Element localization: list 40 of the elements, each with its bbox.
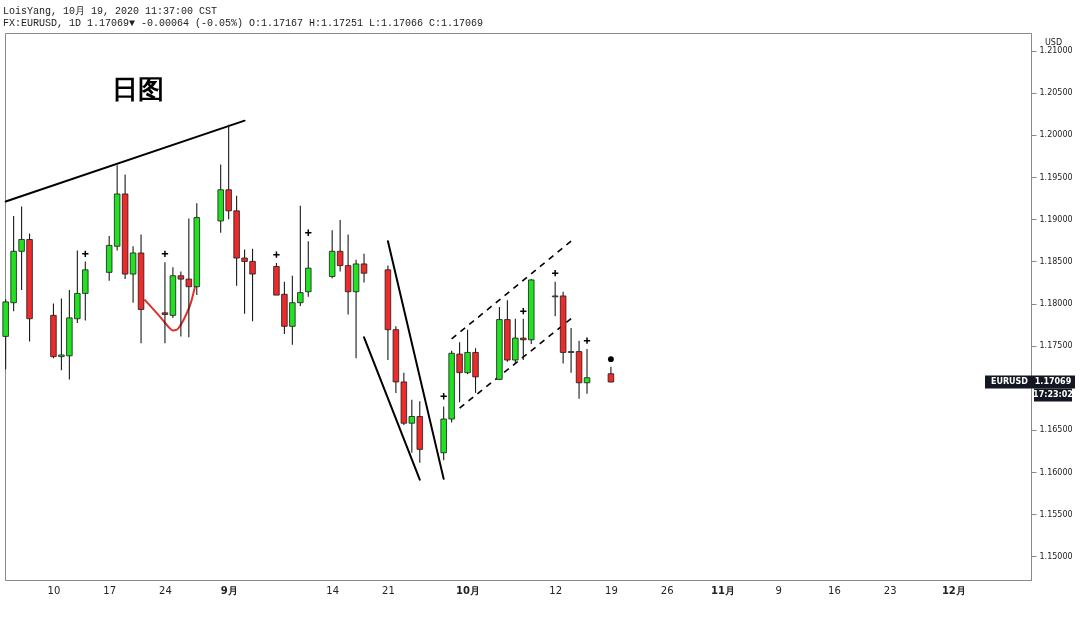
y-tick-label: 1.19000: [1039, 214, 1073, 224]
x-tick-label: 26: [660, 584, 674, 596]
y-tick-label: 1.16000: [1039, 467, 1073, 477]
point: [161, 249, 169, 258]
y-tick-label: 1.15500: [1039, 509, 1073, 519]
x-tick-label: 14: [326, 584, 340, 596]
point: [583, 336, 591, 345]
x-tick-label: 16: [828, 584, 841, 596]
point: [608, 356, 614, 363]
y-tick-label: 1.19500: [1039, 172, 1073, 182]
x-tick-label: 11月: [710, 584, 735, 596]
x-tick-label: 19: [605, 584, 618, 596]
x-tick-label: 21: [382, 584, 395, 596]
y-tick-label: 1.18000: [1039, 299, 1073, 309]
text: LoisYang, 10月 19, 2020 11:37:00 CST: [3, 6, 218, 17]
x-tick-label: 12: [549, 584, 563, 596]
line-series: [144, 284, 197, 332]
y-tick-label: 1.20500: [1039, 88, 1073, 98]
y-tick-label: 1.18500: [1039, 256, 1073, 266]
text: 1.17069: [1034, 377, 1072, 387]
candlestick: [305, 240, 312, 298]
y-tick-label: 1.17500: [1039, 341, 1073, 351]
y-tick-label: 1.15000: [1039, 551, 1073, 561]
text: 17:23:02: [1033, 390, 1073, 400]
x-tick-label: 9月: [220, 584, 238, 596]
x-tick-label: 10月: [456, 584, 481, 596]
y-axis-title: USD: [1044, 37, 1063, 47]
x-tick-label: 24: [159, 584, 172, 596]
x-tick-label: 10: [47, 584, 61, 596]
point: [551, 269, 560, 278]
x-tick-label: 9: [775, 584, 782, 596]
y-tick-label: 1.21000: [1039, 46, 1073, 56]
x-tick-label: 12月: [941, 584, 966, 596]
text: FX:EURUSD, 1D 1.17069▼ -0.00064 (-0.05%) O:1.17167 H:1.17251 L:1.17066 C:1.17069: [3, 18, 484, 29]
x-tick-label: 17: [103, 584, 117, 596]
annotation: EURUSD: [990, 377, 1029, 387]
y-tick-label: 1.20000: [1039, 130, 1073, 140]
y-tick-label: 1.16500: [1039, 425, 1073, 435]
x-tick-label: 23: [883, 584, 897, 596]
text: 日图: [112, 74, 164, 104]
